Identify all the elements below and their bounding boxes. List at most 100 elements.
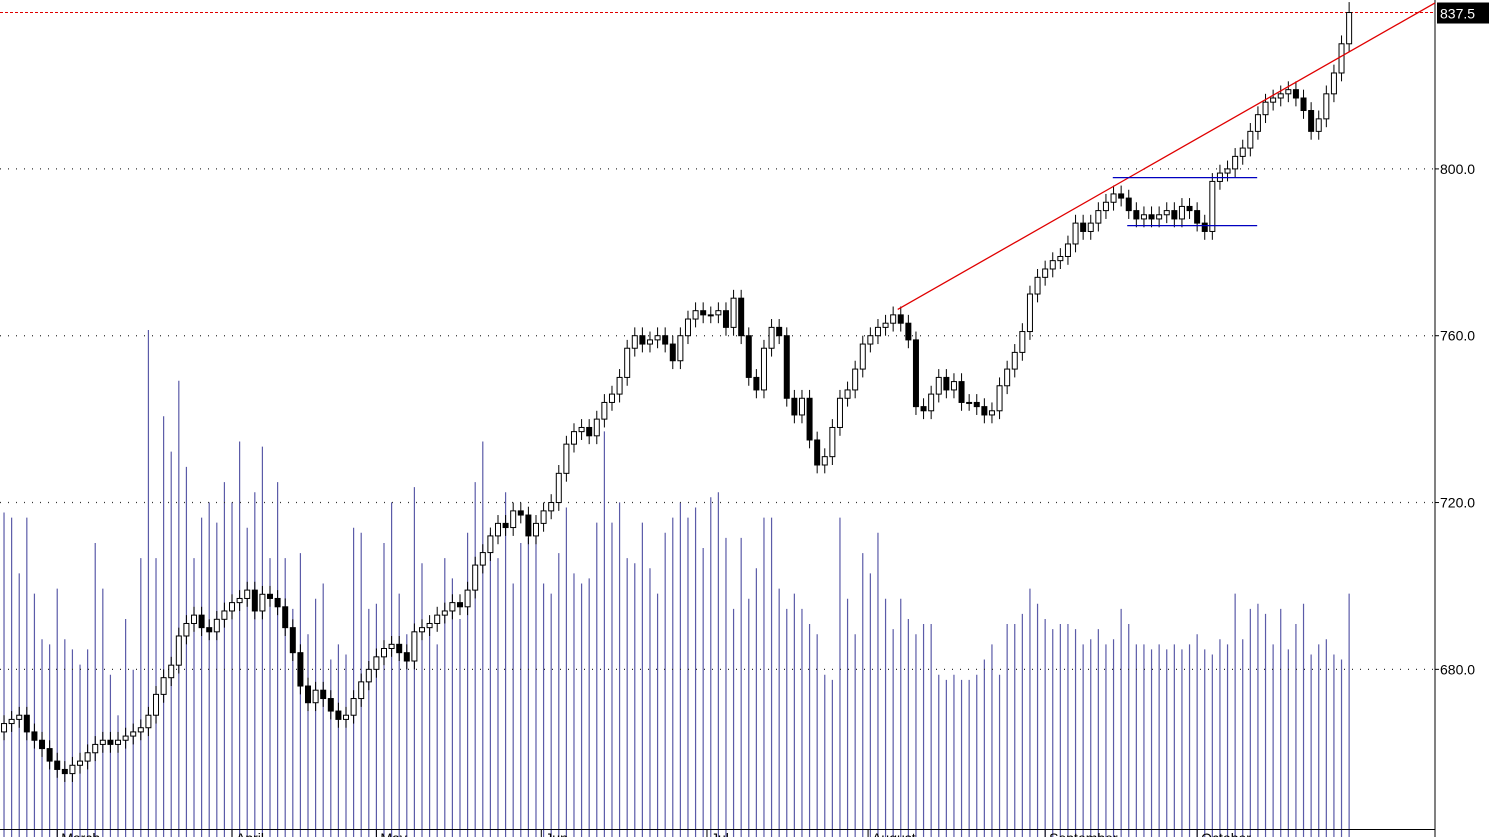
x-tick-label: August: [872, 830, 916, 837]
x-tick-label: October: [1201, 830, 1251, 837]
candle-body: [1026, 293, 1033, 333]
candle-body: [1163, 210, 1170, 216]
y-tick-label: 760.0: [1440, 328, 1475, 344]
candle-body: [821, 456, 828, 466]
candle-body: [897, 314, 904, 324]
y-tick-label: 720.0: [1440, 495, 1475, 511]
candle-body: [92, 743, 99, 754]
candle-body: [1262, 101, 1269, 116]
candle-body: [229, 602, 236, 612]
candle-body: [1201, 222, 1208, 232]
candle-body: [616, 376, 623, 395]
candle-body: [844, 389, 851, 399]
candle-body: [198, 614, 205, 629]
candle-body: [221, 610, 228, 620]
candle-body: [1125, 197, 1132, 212]
candle-body: [928, 393, 935, 412]
candle-body: [1072, 222, 1079, 245]
candle-body: [1346, 12, 1353, 45]
candle-body: [608, 393, 615, 403]
candle-body: [1194, 210, 1201, 224]
candle-body: [1049, 260, 1056, 270]
candle-body: [707, 314, 714, 317]
candle-body: [297, 652, 304, 687]
candle-body: [639, 335, 646, 345]
candle-body: [1133, 210, 1140, 220]
candle-body: [282, 606, 289, 629]
candle-body: [1178, 205, 1185, 220]
candle-body: [441, 610, 448, 616]
candle-body: [122, 735, 129, 741]
candle-body: [388, 643, 395, 649]
candle-body: [99, 739, 106, 745]
candle-body: [479, 552, 486, 566]
candle-body: [259, 593, 266, 612]
candle-body: [829, 426, 836, 458]
candle-body: [175, 635, 182, 666]
candle-body: [783, 335, 790, 399]
candle-body: [343, 714, 350, 720]
candle-body: [1224, 168, 1231, 174]
candle-body: [206, 627, 213, 633]
candle-body: [153, 693, 160, 716]
candle-body: [684, 318, 691, 337]
candle-body: [958, 381, 965, 403]
candle-body: [411, 631, 418, 662]
candle-body: [920, 406, 927, 412]
candle-body: [586, 426, 593, 437]
candle-body: [502, 522, 509, 529]
candle-body: [464, 589, 471, 608]
candle-body: [145, 714, 152, 729]
candle-body: [1156, 214, 1163, 220]
x-tick-label: April: [236, 830, 264, 837]
candle-body: [289, 627, 296, 654]
candle-body: [1285, 89, 1292, 95]
x-tick-label: Jul: [711, 830, 729, 837]
last-price-label: 837.5: [1440, 6, 1475, 22]
candle-body: [31, 731, 38, 741]
candle-body: [1232, 155, 1239, 170]
candle-body: [1118, 193, 1125, 199]
candle-body: [1292, 89, 1299, 99]
candle-body: [966, 401, 973, 404]
candle-body: [722, 310, 729, 328]
candle-body: [981, 406, 988, 416]
candle-body: [890, 314, 897, 324]
candle-body: [137, 727, 144, 733]
candle-body: [555, 472, 562, 504]
candle-body: [1110, 193, 1117, 203]
y-tick-label: 800.0: [1440, 161, 1475, 177]
candle-body: [662, 335, 669, 345]
candle-body: [1300, 97, 1307, 112]
candle-body: [517, 510, 524, 516]
candle-body: [403, 652, 410, 662]
candle-body: [1338, 43, 1345, 74]
candle-body: [1057, 255, 1064, 262]
candle-body: [867, 335, 874, 345]
candle-body: [570, 431, 577, 445]
candle-body: [1102, 201, 1109, 212]
candle-body: [753, 376, 760, 391]
candle-body: [396, 643, 403, 654]
candle-body: [836, 397, 843, 428]
candle-body: [327, 698, 334, 712]
candle-body: [84, 752, 91, 762]
candle-body: [852, 368, 859, 391]
candle-body: [23, 714, 30, 733]
candle-body: [905, 322, 912, 341]
candle-body: [874, 326, 881, 337]
candle-body: [798, 397, 805, 416]
last-price-box: [1437, 2, 1489, 24]
candle-body: [1330, 72, 1337, 95]
candle-body: [563, 443, 570, 474]
candle-body: [593, 418, 600, 437]
candle-body: [494, 522, 501, 537]
candle-body: [510, 510, 517, 529]
x-tick-label: Jun: [545, 830, 568, 837]
candle-body: [912, 339, 919, 408]
candle-body: [996, 385, 1003, 412]
candle-body: [540, 510, 547, 524]
candle-body: [130, 731, 137, 737]
x-tick-label: March: [61, 830, 100, 837]
